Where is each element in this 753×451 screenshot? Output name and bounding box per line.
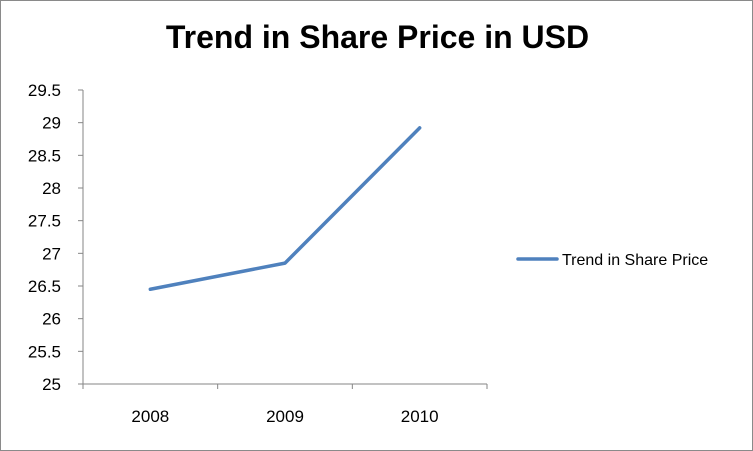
y-tick-label: 27 <box>42 244 61 263</box>
y-tick-label: 29 <box>42 114 61 133</box>
legend-label: Trend in Share Price <box>562 252 708 269</box>
axes: 25 25.5 26 26.5 27 27.5 28 28.5 29 29.5 2008 2009 20… <box>28 81 488 426</box>
y-tick-label: 29.5 <box>28 81 61 100</box>
legend: Trend in Share Price <box>516 252 708 269</box>
y-tick-label: 26 <box>42 310 61 329</box>
x-tick-label: 2009 <box>266 407 304 426</box>
series-layer <box>148 126 422 292</box>
y-tick-label: 25.5 <box>28 342 61 361</box>
y-tick-label: 26.5 <box>28 277 61 296</box>
y-tick-label: 28 <box>42 179 61 198</box>
y-tick-label: 27.5 <box>28 212 61 231</box>
y-tick-label: 28.5 <box>28 146 61 165</box>
x-tick-label: 2008 <box>131 407 169 426</box>
y-tick-label: 25 <box>42 375 61 394</box>
x-tick-label: 2010 <box>401 407 439 426</box>
series-line-0 <box>148 126 422 292</box>
chart-title: Trend in Share Price in USD <box>165 19 590 55</box>
